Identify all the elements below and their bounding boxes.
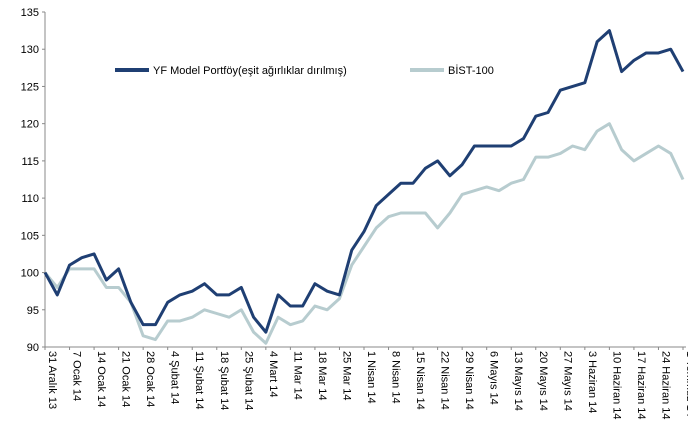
x-tick-label: 22 Nisan 14 [439, 351, 451, 410]
x-tick-label: 27 Mayıs 14 [561, 351, 573, 411]
y-tick-label: 135 [21, 7, 39, 19]
x-tick-label: 7 Ocak 14 [71, 351, 83, 401]
x-tick-label: 25 Mar 14 [340, 351, 352, 401]
x-tick-label: 11 Mar 14 [291, 351, 303, 400]
x-tick-label: 28 Ocak 14 [144, 351, 156, 407]
x-tick-label: 29 Nisan 14 [463, 351, 475, 410]
x-tick-label: 18 Mar 14 [316, 351, 328, 401]
y-tick-label: 105 [21, 230, 39, 242]
y-tick-label: 130 [21, 44, 39, 56]
x-tick-label: 24 Haziran 14 [659, 351, 671, 420]
series-line [43, 122, 685, 345]
x-tick-label: 21 Ocak 14 [120, 351, 132, 407]
x-tick-label: 20 Mayıs 14 [537, 351, 549, 411]
x-tick-label: 11 Şubat 14 [193, 351, 205, 410]
x-tick-label: 10 Haziran 14 [610, 351, 622, 420]
series-line [43, 29, 685, 334]
y-tick-label: 95 [27, 305, 39, 317]
x-tick-label: 31 Aralık 13 [46, 351, 58, 409]
x-tick-label: 1 Nisan 14 [365, 351, 377, 404]
x-tick-label: 1 Temmuz 14 [684, 351, 688, 417]
y-tick-label: 120 [21, 119, 39, 131]
x-tick-label: 8 Nisan 14 [390, 351, 402, 404]
x-tick-label: 18 Şubat 14 [218, 351, 230, 410]
x-tick-label: 4 Mart 14 [267, 351, 279, 397]
y-tick-label: 90 [27, 342, 39, 354]
x-tick-label: 17 Haziran 14 [635, 351, 647, 420]
y-tick-label: 125 [21, 81, 39, 93]
x-tick-label: 15 Nisan 14 [414, 351, 426, 410]
x-tick-label: 3 Haziran 14 [586, 351, 598, 413]
y-tick-label: 100 [21, 268, 39, 280]
x-tick-label: 4 Şubat 14 [169, 351, 181, 404]
x-tick-label: 25 Şubat 14 [242, 351, 254, 410]
y-tick-label: 110 [21, 193, 39, 205]
legend-label: BİST-100 [448, 64, 494, 77]
x-tick-label: 13 Mayıs 14 [512, 351, 524, 411]
legend-label: YF Model Portföy(eşit ağırlıklar dırılmı… [153, 65, 347, 77]
x-tick-label: 6 Mayıs 14 [488, 351, 500, 405]
x-tick-label: 14 Ocak 14 [95, 351, 107, 407]
y-tick-label: 115 [21, 156, 39, 168]
